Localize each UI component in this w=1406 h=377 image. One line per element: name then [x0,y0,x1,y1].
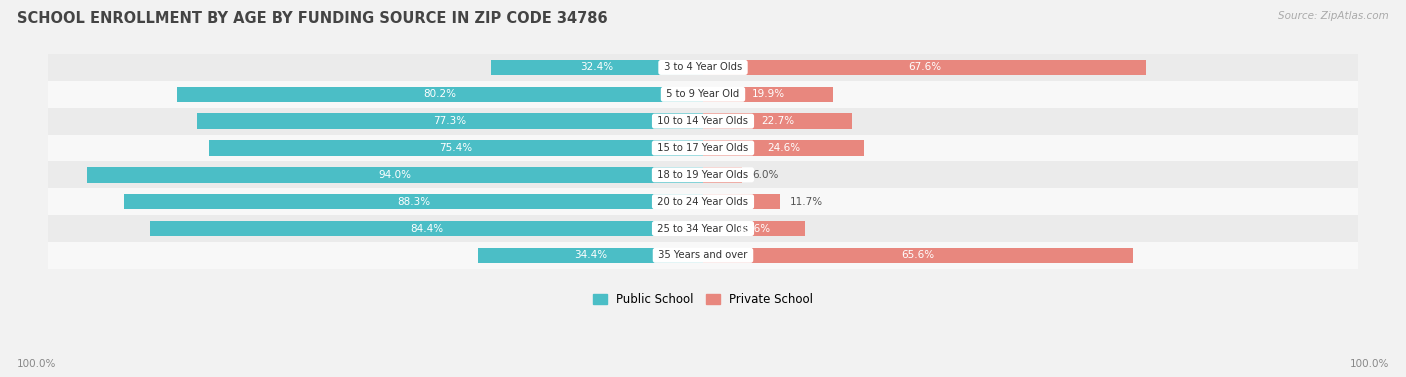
Text: 65.6%: 65.6% [901,250,935,261]
Bar [48,135,1358,161]
Bar [48,188,1358,215]
Bar [48,108,1358,135]
Bar [177,86,703,102]
Bar [48,81,1358,108]
Text: 88.3%: 88.3% [396,197,430,207]
Text: 75.4%: 75.4% [440,143,472,153]
Bar [124,194,703,210]
Text: 32.4%: 32.4% [581,63,613,72]
Text: 84.4%: 84.4% [411,224,443,233]
Text: 24.6%: 24.6% [768,143,800,153]
Bar [491,60,703,75]
Text: 100.0%: 100.0% [1350,359,1389,369]
Bar [87,167,703,182]
Bar [703,113,852,129]
Bar [703,140,865,156]
Text: 10 to 14 Year Olds: 10 to 14 Year Olds [654,116,752,126]
Bar [703,167,742,182]
Text: 19.9%: 19.9% [752,89,785,99]
Bar [48,54,1358,81]
Text: 94.0%: 94.0% [378,170,412,180]
Text: 80.2%: 80.2% [423,89,457,99]
Legend: Public School, Private School: Public School, Private School [586,287,820,312]
Text: 35 Years and over: 35 Years and over [655,250,751,261]
Text: 18 to 19 Year Olds: 18 to 19 Year Olds [654,170,752,180]
Text: 11.7%: 11.7% [790,197,823,207]
Bar [478,248,703,263]
Text: 100.0%: 100.0% [17,359,56,369]
Bar [703,86,834,102]
Bar [197,113,703,129]
Bar [48,161,1358,188]
Bar [703,194,780,210]
Text: 6.0%: 6.0% [752,170,779,180]
Bar [703,221,806,236]
Bar [703,60,1146,75]
Text: 15 to 17 Year Olds: 15 to 17 Year Olds [654,143,752,153]
Text: 22.7%: 22.7% [761,116,794,126]
Text: 77.3%: 77.3% [433,116,467,126]
Bar [150,221,703,236]
Text: 20 to 24 Year Olds: 20 to 24 Year Olds [654,197,752,207]
Bar [48,215,1358,242]
Text: 25 to 34 Year Olds: 25 to 34 Year Olds [654,224,752,233]
Text: Source: ZipAtlas.com: Source: ZipAtlas.com [1278,11,1389,21]
Bar [703,248,1133,263]
Text: 34.4%: 34.4% [574,250,607,261]
Text: 15.6%: 15.6% [738,224,770,233]
Text: SCHOOL ENROLLMENT BY AGE BY FUNDING SOURCE IN ZIP CODE 34786: SCHOOL ENROLLMENT BY AGE BY FUNDING SOUR… [17,11,607,26]
Bar [209,140,703,156]
Text: 67.6%: 67.6% [908,63,941,72]
Text: 5 to 9 Year Old: 5 to 9 Year Old [664,89,742,99]
Bar [48,242,1358,269]
Text: 3 to 4 Year Olds: 3 to 4 Year Olds [661,63,745,72]
